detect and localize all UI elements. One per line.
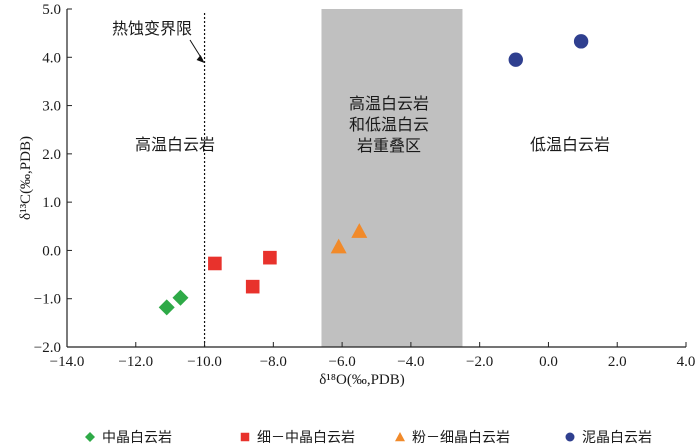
legend-label: 细－中晶白云岩 (257, 430, 355, 446)
data-points (158, 34, 589, 316)
x-tick-label: −12.0 (118, 354, 153, 370)
threshold-arrowhead (196, 55, 205, 63)
y-tick-label: 2.0 (42, 147, 61, 163)
legend: 中晶白云岩 细－中晶白云岩 粉－细晶白云岩 泥晶白云岩 (85, 430, 652, 446)
tick-labels: −14.0 −12.0 −10.0 −8.0 −6.0 −4.0 −2.0 0.0 2.0 4.0… (34, 2, 696, 370)
data-point (208, 256, 222, 271)
legend-label: 泥晶白云岩 (582, 430, 652, 446)
data-point (158, 299, 175, 316)
y-tick-label: 4.0 (42, 50, 61, 66)
x-tick-label: −14.0 (50, 354, 85, 370)
zone-label: 岩重叠区 (357, 136, 421, 155)
y-tick-label: 3.0 (42, 99, 61, 115)
y-tick-label: −1.0 (34, 292, 61, 308)
data-point (172, 289, 189, 306)
zone-label: 和低温白云 (349, 115, 429, 134)
data-point (263, 250, 277, 265)
y-tick-label: 5.0 (42, 2, 61, 18)
x-tick-label: 4.0 (677, 354, 696, 370)
legend-marker (85, 432, 95, 442)
zone-label: 低温白云岩 (530, 135, 610, 154)
data-point (508, 52, 523, 67)
x-tick-label: −2.0 (466, 354, 493, 370)
y-tick-label: −2.0 (34, 340, 61, 356)
data-point (245, 279, 260, 294)
axes (66, 8, 687, 348)
data-point (351, 223, 368, 238)
data-point (330, 238, 347, 254)
legend-label: 粉－细晶白云岩 (412, 430, 510, 446)
y-tick-label: 1.0 (42, 195, 61, 211)
x-tick-label: −6.0 (329, 354, 356, 370)
zone-label: 高温白云岩 (349, 94, 429, 113)
overlap-shaded-region (321, 9, 463, 347)
x-tick-label: −4.0 (397, 354, 424, 370)
plot-background (321, 9, 463, 347)
legend-marker (395, 432, 405, 442)
x-tick-label: 2.0 (608, 354, 627, 370)
legend-label: 中晶白云岩 (102, 430, 172, 446)
x-axis-title: δ¹⁸O(‰,PDB) (319, 372, 405, 388)
x-tick-label: −8.0 (260, 354, 287, 370)
x-tick-label: −10.0 (187, 354, 222, 370)
zone-label: 高温白云岩 (135, 135, 215, 154)
y-tick-label: 0.0 (42, 243, 61, 259)
y-axis-title: δ¹³C(‰,PDB) (18, 136, 34, 220)
legend-marker (565, 432, 575, 442)
threshold-label: 热蚀变界限 (112, 19, 192, 38)
legend-marker (240, 432, 250, 442)
data-point (573, 34, 589, 49)
x-tick-label: 0.0 (539, 354, 558, 370)
